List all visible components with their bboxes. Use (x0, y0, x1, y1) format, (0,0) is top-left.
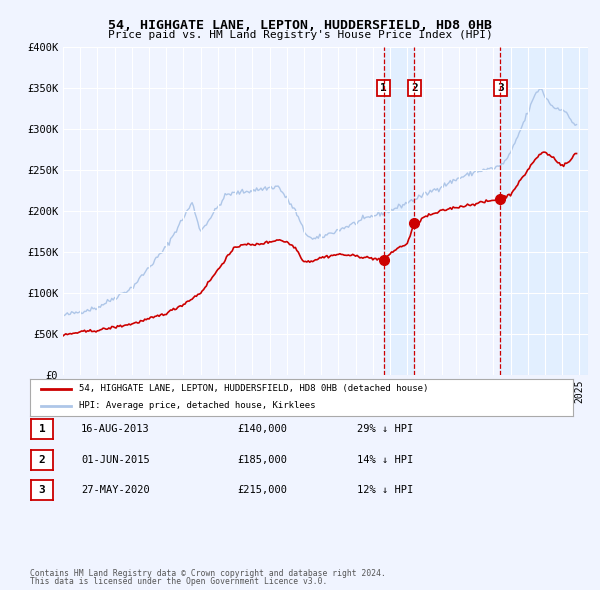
Text: Contains HM Land Registry data © Crown copyright and database right 2024.: Contains HM Land Registry data © Crown c… (30, 569, 386, 578)
Text: 54, HIGHGATE LANE, LEPTON, HUDDERSFIELD, HD8 0HB: 54, HIGHGATE LANE, LEPTON, HUDDERSFIELD,… (108, 19, 492, 32)
Text: 01-JUN-2015: 01-JUN-2015 (81, 455, 150, 464)
Text: 27-MAY-2020: 27-MAY-2020 (81, 486, 150, 495)
Text: 14% ↓ HPI: 14% ↓ HPI (357, 455, 413, 464)
Text: 2: 2 (38, 455, 46, 464)
Text: HPI: Average price, detached house, Kirklees: HPI: Average price, detached house, Kirk… (79, 401, 316, 411)
Text: 1: 1 (38, 424, 46, 434)
Text: 29% ↓ HPI: 29% ↓ HPI (357, 424, 413, 434)
Bar (500, 47, 588, 375)
Text: 12% ↓ HPI: 12% ↓ HPI (357, 486, 413, 495)
Text: Price paid vs. HM Land Registry's House Price Index (HPI): Price paid vs. HM Land Registry's House … (107, 30, 493, 40)
Text: 54, HIGHGATE LANE, LEPTON, HUDDERSFIELD, HD8 0HB (detached house): 54, HIGHGATE LANE, LEPTON, HUDDERSFIELD,… (79, 384, 428, 394)
Bar (383, 47, 415, 375)
Text: This data is licensed under the Open Government Licence v3.0.: This data is licensed under the Open Gov… (30, 578, 328, 586)
Text: 3: 3 (38, 486, 46, 495)
Text: 16-AUG-2013: 16-AUG-2013 (81, 424, 150, 434)
Text: £185,000: £185,000 (237, 455, 287, 464)
Text: 2: 2 (411, 83, 418, 93)
Text: 1: 1 (380, 83, 387, 93)
Text: 3: 3 (497, 83, 503, 93)
Text: £140,000: £140,000 (237, 424, 287, 434)
Text: £215,000: £215,000 (237, 486, 287, 495)
